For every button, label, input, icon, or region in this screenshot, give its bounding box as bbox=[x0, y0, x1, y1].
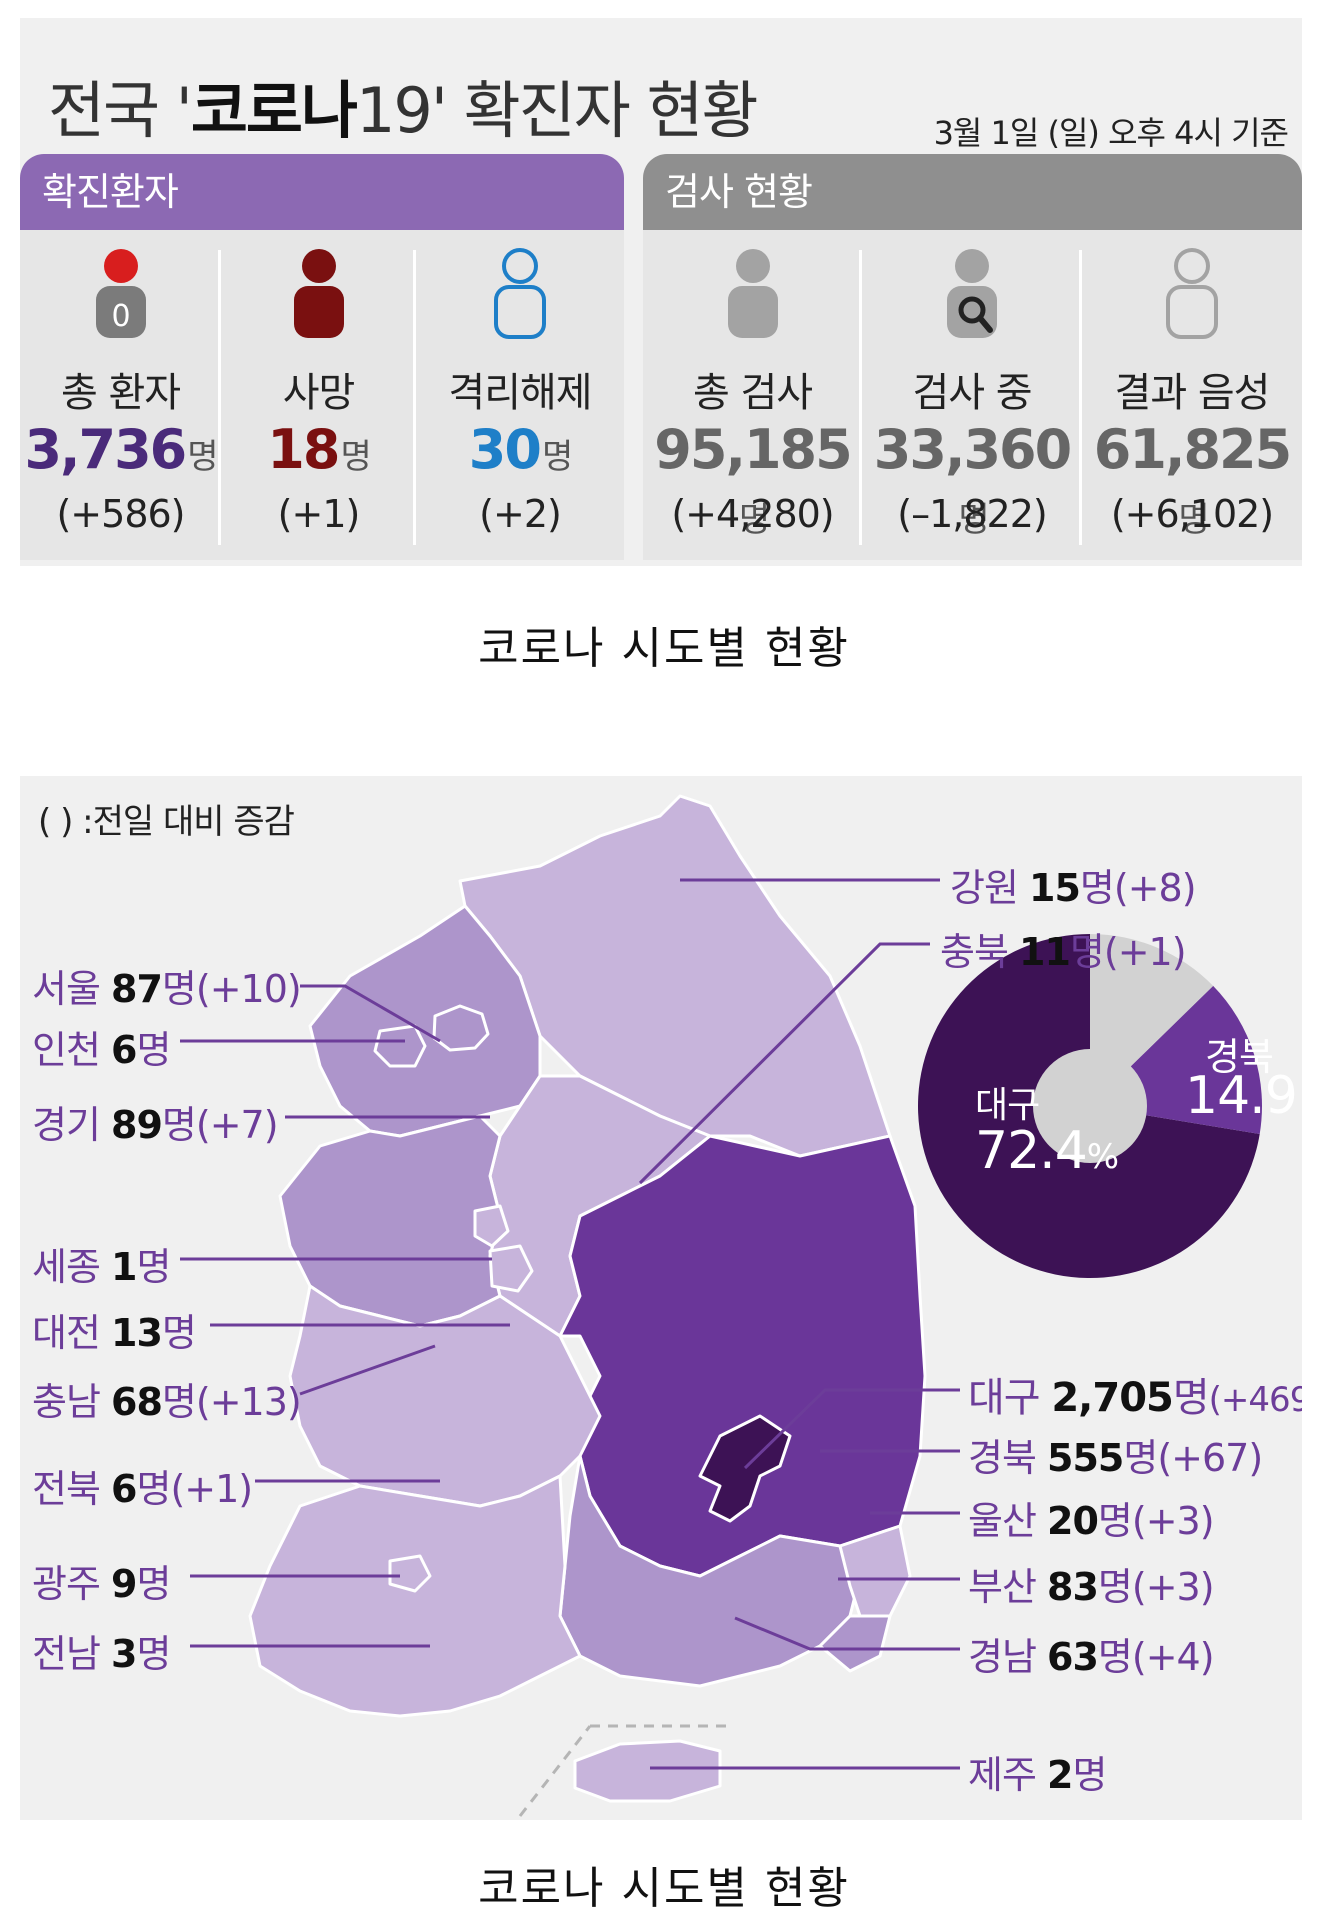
stat-value: 18명 bbox=[267, 418, 371, 481]
main-title: 전국 '코로나19' 확진자 현황 bbox=[48, 74, 759, 147]
map-region-sejong bbox=[473, 1204, 510, 1248]
region-label-gwangju: 광주 9명 bbox=[32, 1562, 171, 1606]
stat-label: 총 검사 bbox=[692, 370, 813, 416]
map-region-daejeon bbox=[488, 1244, 534, 1293]
region-label-gangwon: 강원 15명(+8) bbox=[950, 866, 1197, 910]
person-icon-red-zero: 0 bbox=[95, 249, 146, 338]
confirmed-panel: 0 총 환자 3,736명 (+586) 사망 18명 (+1) 격리해제 30… bbox=[20, 230, 624, 560]
stat-testing-in-progress: 검사 중 33,360명 (–1,822) bbox=[862, 230, 1082, 560]
person-icon-darkred bbox=[293, 249, 344, 338]
svg-text:0: 0 bbox=[111, 299, 130, 334]
regional-map-panel: ( ) :전일 대비 증감 서울 87명(+10) 인천 6명 경기 89명(+… bbox=[20, 776, 1302, 1820]
region-label-incheon: 인천 6명 bbox=[32, 1028, 171, 1072]
region-label-daejeon: 대전 13명 bbox=[32, 1311, 197, 1355]
stat-total-patients: 0 총 환자 3,736명 (+586) bbox=[20, 230, 221, 560]
stat-value: 30명 bbox=[468, 418, 573, 481]
stat-value: 95,185명 bbox=[654, 418, 852, 540]
region-label-chungnam: 충남 68명(+13) bbox=[32, 1380, 302, 1424]
map-note: ( ) :전일 대비 증감 bbox=[38, 802, 295, 842]
map-region-jeju bbox=[573, 1739, 722, 1803]
stat-negative: 결과 음성 61,825명 (+6,102) bbox=[1082, 230, 1302, 560]
covid-status-panel: 전국 '코로나19' 확진자 현황 3월 1일 (일) 오후 4시 기준 확진환… bbox=[20, 18, 1302, 566]
stat-label: 총 환자 bbox=[60, 370, 181, 416]
person-icon-gray bbox=[727, 249, 778, 338]
region-label-sejong: 세종 1명 bbox=[32, 1245, 171, 1289]
map-region-daegu bbox=[698, 1414, 792, 1523]
person-outline-icon-gray bbox=[1166, 248, 1218, 339]
region-label-jeonnam: 전남 3명 bbox=[32, 1632, 171, 1676]
stat-delta: (–1,822) bbox=[897, 492, 1047, 536]
stat-value: 3,736명 bbox=[24, 418, 218, 481]
stat-label: 격리해제 bbox=[448, 370, 592, 416]
image-caption: 코로나 시도별 현황 bbox=[478, 623, 850, 674]
map-region-busan bbox=[818, 1614, 892, 1673]
pie-value-daegu: 72.4% bbox=[975, 1121, 1119, 1181]
stat-value: 33,360명 bbox=[873, 418, 1072, 540]
confirmed-panel-header: 확진환자 bbox=[20, 154, 624, 230]
image-caption: 코로나 시도별 현황 bbox=[478, 1863, 850, 1914]
region-label-chungbuk: 충북 11명(+1) bbox=[940, 930, 1187, 974]
region-label-busan: 부산 83명(+3) bbox=[968, 1565, 1215, 1609]
region-label-seoul: 서울 87명(+10) bbox=[32, 967, 302, 1011]
stat-delta: (+1) bbox=[277, 492, 361, 536]
map-region-gwangju bbox=[388, 1554, 432, 1593]
stat-total-tests: 총 검사 95,185명 (+4,280) bbox=[643, 230, 862, 560]
region-label-gyeongbuk: 경북 555명(+67) bbox=[968, 1436, 1263, 1480]
korea-map bbox=[180, 794, 1262, 1817]
stat-deaths: 사망 18명 (+1) bbox=[221, 230, 416, 560]
pie-value-gyeongbuk: 14.9 bbox=[1185, 1066, 1298, 1126]
pie-label-daegu: 대구 bbox=[975, 1085, 1040, 1126]
map-region-gyeonggi bbox=[308, 904, 542, 1138]
region-label-daegu: 대구 2,705명(+469) bbox=[968, 1375, 1302, 1421]
person-magnifier-icon bbox=[947, 249, 997, 338]
stat-delta: (+586) bbox=[56, 492, 185, 536]
stat-label: 검사 중 bbox=[912, 370, 1032, 416]
date-note: 3월 1일 (일) 오후 4시 기준 bbox=[933, 114, 1289, 152]
stat-released: 격리해제 30명 (+2) bbox=[416, 230, 624, 560]
region-label-jeju: 제주 2명 bbox=[968, 1753, 1107, 1797]
stat-value: 61,825명 bbox=[1093, 418, 1292, 540]
region-label-ulsan: 울산 20명(+3) bbox=[968, 1499, 1215, 1543]
testing-panel-header: 검사 현황 bbox=[643, 154, 1302, 230]
daegu-gyeongbuk-share-donut bbox=[918, 934, 1262, 1278]
pie-label-gyeongbuk: 경북 bbox=[1205, 1035, 1274, 1079]
stat-label: 결과 음성 bbox=[1114, 370, 1271, 416]
stat-delta: (+2) bbox=[479, 492, 562, 536]
stat-delta: (+4,280) bbox=[671, 492, 834, 536]
person-outline-icon-blue bbox=[494, 248, 546, 339]
region-label-gyeongnam: 경남 63명(+4) bbox=[968, 1635, 1215, 1679]
map-region-jeonnam bbox=[248, 1474, 582, 1718]
stat-label: 사망 bbox=[282, 370, 356, 416]
region-label-jeonbuk: 전북 6명(+1) bbox=[32, 1467, 253, 1511]
region-label-gyeonggi: 경기 89명(+7) bbox=[32, 1103, 279, 1147]
map-region-seoul bbox=[432, 1004, 490, 1052]
stat-delta: (+6,102) bbox=[1110, 492, 1274, 536]
map-region-incheon bbox=[373, 1024, 427, 1068]
testing-panel: 총 검사 95,185명 (+4,280) 검사 중 33,360명 (–1,8… bbox=[643, 230, 1302, 560]
pie-center-hole bbox=[1033, 1049, 1147, 1163]
